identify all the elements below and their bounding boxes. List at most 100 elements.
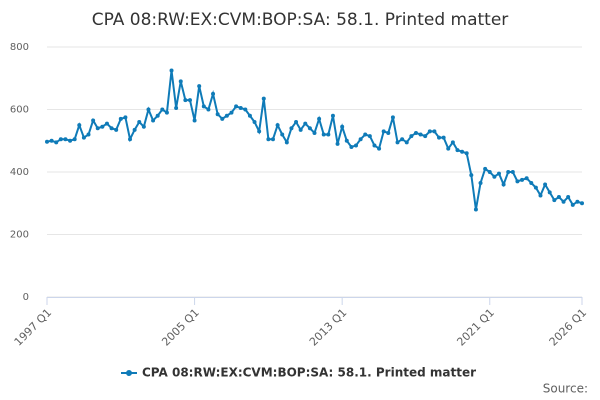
point [72, 137, 77, 142]
point [104, 121, 109, 126]
point [478, 180, 483, 185]
point [266, 137, 271, 142]
point [492, 174, 497, 179]
point [178, 79, 183, 84]
point [187, 98, 192, 103]
point [487, 170, 492, 174]
point [160, 107, 165, 112]
point [63, 137, 68, 142]
point [183, 98, 188, 103]
point [432, 129, 437, 134]
point [552, 198, 557, 203]
point [174, 105, 179, 110]
point [192, 118, 197, 123]
point [270, 137, 275, 142]
point [298, 127, 303, 132]
point [132, 127, 137, 132]
point [49, 138, 54, 143]
point [538, 193, 543, 198]
point [580, 201, 584, 206]
point [45, 139, 49, 144]
point [450, 140, 455, 145]
point [464, 151, 469, 156]
point [275, 123, 280, 128]
point [294, 120, 299, 124]
point [506, 170, 511, 174]
point [238, 105, 243, 110]
point [197, 84, 202, 89]
point [118, 116, 123, 121]
point [169, 68, 174, 73]
point [303, 121, 308, 126]
point [566, 195, 571, 199]
point [289, 126, 294, 131]
point [547, 190, 552, 195]
point [533, 185, 538, 190]
source: Source: [543, 382, 588, 396]
point [543, 182, 548, 187]
point [483, 166, 488, 171]
point [137, 120, 142, 124]
point [575, 199, 580, 204]
point [243, 107, 248, 112]
point [307, 126, 312, 131]
y-tick-label: 0 [23, 292, 29, 303]
point [86, 132, 91, 137]
point [247, 113, 252, 118]
point [257, 129, 262, 134]
x-tick-label: 2021 Q1 [454, 306, 497, 349]
point [146, 107, 151, 112]
point [280, 132, 285, 137]
point [344, 138, 349, 143]
point [418, 132, 423, 137]
point [326, 132, 331, 137]
y-tick-label: 200 [10, 230, 29, 241]
point [234, 104, 239, 109]
point [77, 123, 82, 128]
point [437, 135, 442, 140]
legend-marker [126, 370, 132, 376]
y-tick-label: 400 [10, 167, 29, 178]
point [229, 110, 234, 115]
point [561, 199, 566, 204]
point [58, 137, 63, 142]
point [570, 202, 575, 207]
point [215, 112, 220, 117]
point [520, 177, 525, 182]
point [367, 134, 372, 139]
point [151, 118, 156, 123]
point [261, 96, 266, 101]
point [54, 140, 59, 145]
point [164, 110, 169, 115]
point [284, 140, 289, 145]
point [409, 134, 414, 139]
point [515, 179, 520, 184]
point [141, 124, 146, 129]
point [312, 130, 317, 135]
point [556, 195, 561, 199]
x-tick-label: 1997 Q1 [12, 306, 55, 349]
chart-title: CPA 08:RW:EX:CVM:BOP:SA: 58.1. Printed m… [92, 10, 509, 30]
y-tick-label: 600 [10, 105, 29, 116]
line [46, 70, 583, 210]
point [340, 124, 345, 129]
point [317, 116, 322, 121]
point [206, 107, 211, 112]
point [460, 149, 465, 154]
point [381, 129, 386, 134]
point [252, 120, 257, 124]
point [354, 143, 359, 148]
point [330, 113, 335, 118]
point [128, 137, 133, 142]
point [211, 91, 216, 96]
point [441, 135, 446, 140]
point [496, 171, 501, 176]
point [400, 137, 405, 142]
x-tick-label: 2005 Q1 [159, 306, 202, 349]
point [529, 180, 534, 185]
point [95, 126, 100, 131]
x-tick-label: 2013 Q1 [307, 306, 350, 349]
point [469, 173, 474, 178]
point [501, 182, 506, 187]
point [386, 130, 391, 135]
